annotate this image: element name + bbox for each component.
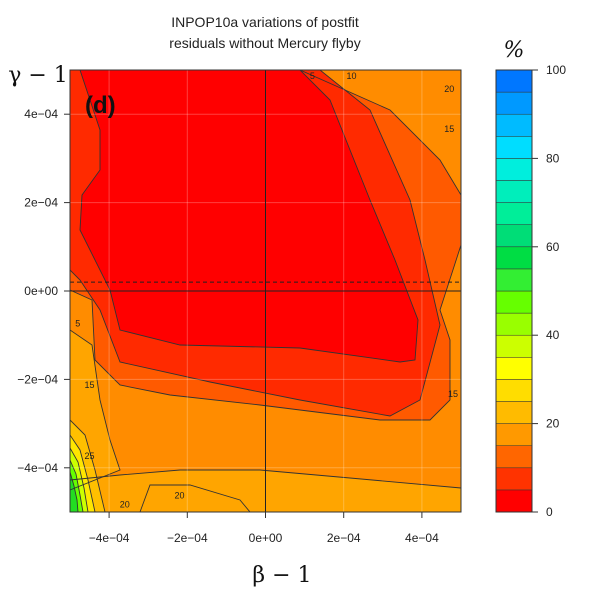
colorbar-bin-6 [495,357,533,380]
plot-area: 5 10 20 15 15 15 5 25 20 20 [70,70,461,512]
x-axis: −4e−04 −2e−04 0e+00 2e−04 4e−04 [89,512,439,545]
x-tick-label-1: −2e−04 [167,531,208,545]
region-0-5 [70,70,418,362]
chart-title-line-2: residuals without Mercury flyby [169,35,361,51]
x-tick-label-0: −4e−04 [89,531,130,545]
y-tick-label-0: −4e−04 [17,461,58,475]
colorbar-bin-11 [495,246,533,270]
colorbar-bin-12 [495,224,533,248]
colorbar-bin-16 [495,136,533,159]
colorbar-bin-19 [495,69,533,93]
contour-line-corner-45 [70,471,79,512]
contour-line-15 [299,70,461,196]
colorbar-tick-label-2: 40 [546,328,560,342]
colorbar-bin-14 [495,180,533,203]
y-axis: −4e−04 −2e−04 0e+00 2e−04 4e−04 [17,107,70,475]
x-tick-label-4: 4e−04 [405,531,439,545]
x-tick-label-2: 0e+00 [249,531,283,545]
region-high-corner-45 [70,472,78,512]
contour-label-5: 15 [85,380,95,390]
contour-line-corner-25 [70,419,106,512]
colorbar-bin-1 [495,467,533,491]
y-tick-label-4: 4e−04 [24,107,58,121]
x-axis-label: β − 1 [252,563,311,588]
colorbar-tick-label-3: 60 [546,240,560,254]
colorbar-bin-17 [495,113,533,137]
contour-line-20-left [70,329,121,491]
colorbar-bin-3 [495,423,533,446]
contour-line-15b [70,244,461,421]
contour-label-9: 20 [174,491,184,501]
colorbar-bin-4 [495,401,533,424]
contour-label-0: 5 [310,71,315,81]
colorbar-label: % [504,38,525,63]
colorbar-tick-label-1: 20 [546,417,560,431]
colorbar-bin-9 [495,290,533,314]
contour-label-1: 10 [347,71,357,81]
y-tick-label-3: 2e−04 [24,196,58,210]
colorbar-tick-label-0: 0 [546,505,553,519]
colorbar-bin-8 [495,312,533,336]
y-tick-label-2: 0e+00 [24,284,58,298]
contour-line-20-bottom [70,469,461,489]
contour-line-10 [70,70,441,417]
colorbar [495,69,533,513]
colorbar-axis: 0 20 40 60 80 100 [532,63,566,519]
contour-label-3: 15 [444,124,454,134]
colorbar-bin-15 [495,158,533,181]
contour-label-4: 15 [448,389,458,399]
panel-label: (d) [85,92,116,119]
contour-label-7: 25 [85,451,95,461]
contour-labels: 5 10 20 15 15 15 5 25 20 20 [75,71,458,510]
colorbar-bin-2 [495,445,533,469]
colorbar-bin-10 [495,268,533,292]
y-axis-label: γ − 1 [8,63,68,88]
contour-lines [70,70,461,512]
colorbar-frame [495,69,533,513]
contour-line-corner-35 [70,447,89,512]
colorbar-bin-7 [495,334,533,358]
y-tick-label-1: −2e−04 [17,372,58,386]
colorbar-bin-13 [495,202,533,225]
chart-title-line-1: INPOP10a variations of postfit [171,14,359,30]
contour-line-corner-30 [70,434,96,512]
x-tick-label-3: 2e−04 [327,531,361,545]
contour-label-2: 20 [444,84,454,94]
contour-line-corner-40 [70,459,84,512]
contour-line-20-loop [139,484,251,512]
contour-label-6: 5 [75,318,80,328]
colorbar-tick-label-4: 80 [546,151,560,165]
contour-label-8: 20 [120,500,130,510]
contour-line-5 [79,70,419,363]
colorbar-tick-label-5: 100 [546,63,566,77]
colorbar-bin-0 [495,489,533,513]
colorbar-bin-18 [495,91,533,115]
colorbar-bin-5 [495,379,533,402]
